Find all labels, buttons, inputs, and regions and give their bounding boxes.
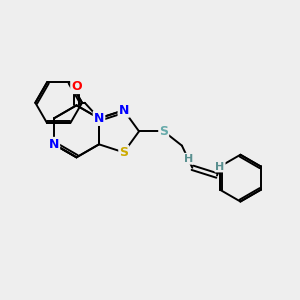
Text: N: N: [94, 112, 104, 125]
Text: H: H: [215, 161, 225, 172]
Text: N: N: [94, 112, 104, 125]
Text: S: S: [159, 125, 168, 138]
Text: N: N: [49, 138, 59, 151]
Text: H: H: [184, 154, 193, 164]
Text: N: N: [118, 104, 129, 117]
Text: O: O: [71, 80, 82, 93]
Text: S: S: [119, 146, 128, 159]
